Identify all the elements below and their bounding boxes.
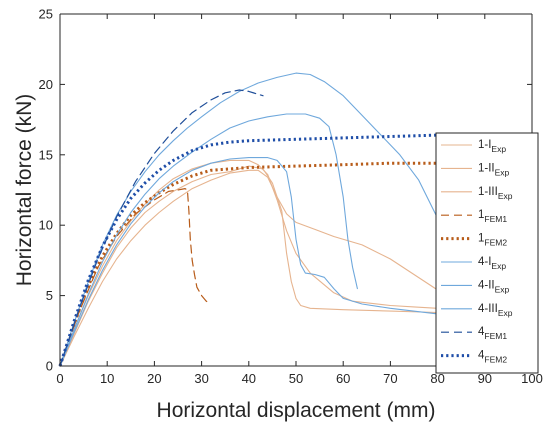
series-line-7 [59,113,358,367]
legend-subscript: FEM1 [484,331,507,341]
legend-subscript: Exp [498,191,513,201]
x-axis-title: Horizontal displacement (mm) [157,399,436,422]
y-tick-label: 25 [39,7,53,22]
ticks-layer: 0 10 20 30 40 50 60 70 80 90 100 0 5 10 15 20 25 [39,7,543,387]
y-tick-label: 15 [39,147,53,162]
x-tick-label: 10 [100,371,114,386]
legend-subscript: FEM2 [484,238,507,248]
legend-subscript: FEM1 [484,214,507,224]
y-tick-label: 20 [39,77,53,92]
x-tick-label: 100 [521,371,543,386]
legend-subscript: Exp [495,167,510,177]
x-tick-label: 30 [194,371,208,386]
legend-subscript: Exp [491,261,506,271]
series-line-2 [59,165,439,367]
legend-subscript: Exp [495,284,510,294]
y-tick-label: 5 [46,288,53,303]
x-tick-label: 40 [242,371,256,386]
y-tick-label: 0 [46,359,53,374]
legend-subscript: FEM2 [484,355,507,365]
legend-subscript: Exp [498,308,513,318]
x-tick-label: 60 [336,371,350,386]
x-tick-label: 80 [430,371,444,386]
y-axis-title: Horizontal force (kN) [13,94,36,287]
series-line-6 [59,72,439,367]
series-line-8 [59,157,439,367]
series-line-10 [58,133,438,367]
legend: 1-IExp1-IIExp1-IIIExp1FEM11FEM24-IExp4-I… [435,132,539,374]
x-tick-label: 0 [56,371,63,386]
legend-subscript: Exp [491,144,506,154]
series-line-5 [58,161,438,367]
x-tick-label: 20 [147,371,161,386]
y-tick-label: 10 [39,218,53,233]
x-tick-label: 90 [478,371,492,386]
x-tick-label: 70 [383,371,397,386]
legend-box [435,132,539,374]
series-layer [58,72,439,367]
series-line-3 [59,169,439,367]
series-line-1 [59,159,439,367]
x-tick-label: 50 [289,371,303,386]
